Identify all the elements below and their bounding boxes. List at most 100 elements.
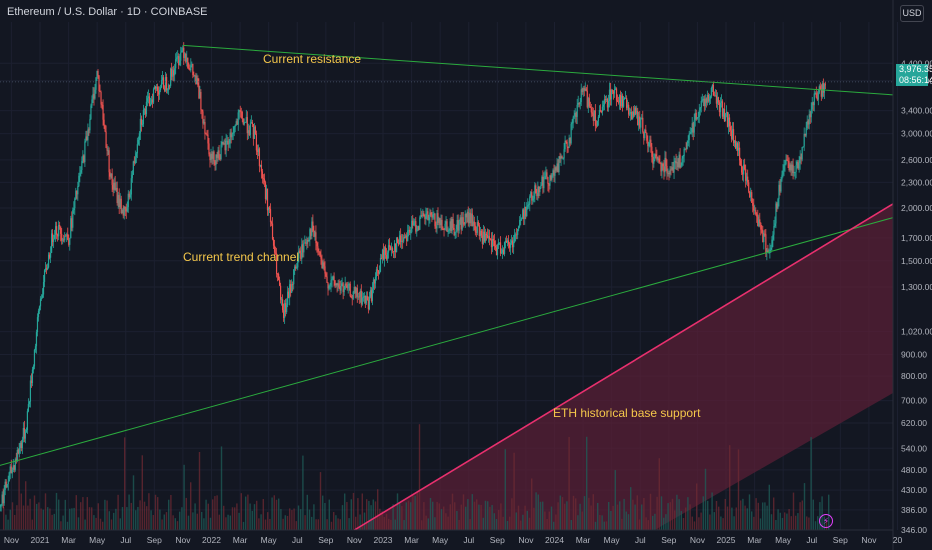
volume-bar [190,482,192,530]
volume-bar [236,503,238,530]
candle [515,232,517,242]
candle [609,82,612,106]
volume-bar [469,519,471,530]
volume-bar [291,510,293,530]
candle [167,88,169,94]
candle [780,176,782,193]
volume-bar [599,514,601,530]
volume-bar [88,507,91,530]
volume-bar [781,517,784,530]
candle [647,135,649,153]
volume-bar [671,498,674,530]
candle [334,280,336,289]
candle [520,214,522,226]
candle [76,190,78,200]
volume-bar [381,511,383,530]
volume-bar [795,515,797,530]
volume-bar [139,500,141,530]
candle [607,94,610,112]
candle [133,156,135,166]
candle [819,82,821,90]
candle [564,135,566,152]
volume-bar [641,504,643,530]
candle [213,150,215,166]
candle [62,237,64,245]
candle [189,64,191,71]
volume-bar [181,507,183,530]
candle [778,180,780,207]
candle [614,86,617,91]
candle [104,124,106,133]
volume-bar [436,501,438,530]
candle [816,91,818,102]
y-tick-label: 2,600.00 [901,155,932,165]
candle [139,112,141,141]
volume-bar [58,499,60,530]
y-tick-label: 346.00 [901,525,927,535]
candle [78,172,80,188]
candle [283,303,285,322]
x-tick-label: Jul [635,535,646,545]
candle [44,261,47,273]
volume-bar [625,511,627,530]
candle [215,153,217,171]
candle [452,213,454,230]
candle [595,120,597,129]
candle [788,157,790,172]
candle [90,103,92,120]
currency-button[interactable]: USD [900,5,924,22]
candle [257,144,260,156]
candle [800,153,802,165]
candle [155,83,158,92]
candle [70,215,72,239]
candle [262,174,265,185]
candle [439,217,441,228]
candle [395,243,397,258]
candle [569,137,571,147]
candle [145,95,148,117]
volume-bar [22,505,25,530]
volume-bar [165,512,168,530]
volume-bar [350,499,352,530]
candle [236,118,238,125]
candle [494,240,497,252]
candle [640,117,642,134]
candle [732,122,735,147]
candle [341,277,343,287]
candle [3,485,5,506]
candle [459,214,461,225]
candle [266,188,269,216]
volume-bar [478,504,480,530]
volume-bar [328,499,330,530]
volume-bar [526,510,528,530]
candle [278,276,281,287]
candle [336,282,338,293]
candle [776,201,778,212]
volume-bar [205,499,207,530]
candle [443,228,445,237]
volume-bar [71,508,73,530]
lightning-icon[interactable]: ⚡ [819,514,833,528]
volume-bar [700,512,702,530]
candle [280,282,282,304]
candle [491,231,494,253]
volume-bar [801,500,803,530]
candle [711,83,713,93]
candle [792,158,794,180]
volume-bar [779,512,781,530]
volume-bar [443,506,445,530]
x-tick-label: Sep [147,535,162,545]
volume-bar [240,493,242,530]
candle [5,479,7,489]
candle [487,229,490,243]
volume-bar [311,516,313,530]
candle [488,229,491,246]
volume-bar [108,511,110,530]
volume-bar [97,503,99,530]
candle [210,148,212,163]
candle [824,81,826,90]
candle [256,144,259,160]
volume-bar [157,497,159,530]
candle [82,150,84,164]
